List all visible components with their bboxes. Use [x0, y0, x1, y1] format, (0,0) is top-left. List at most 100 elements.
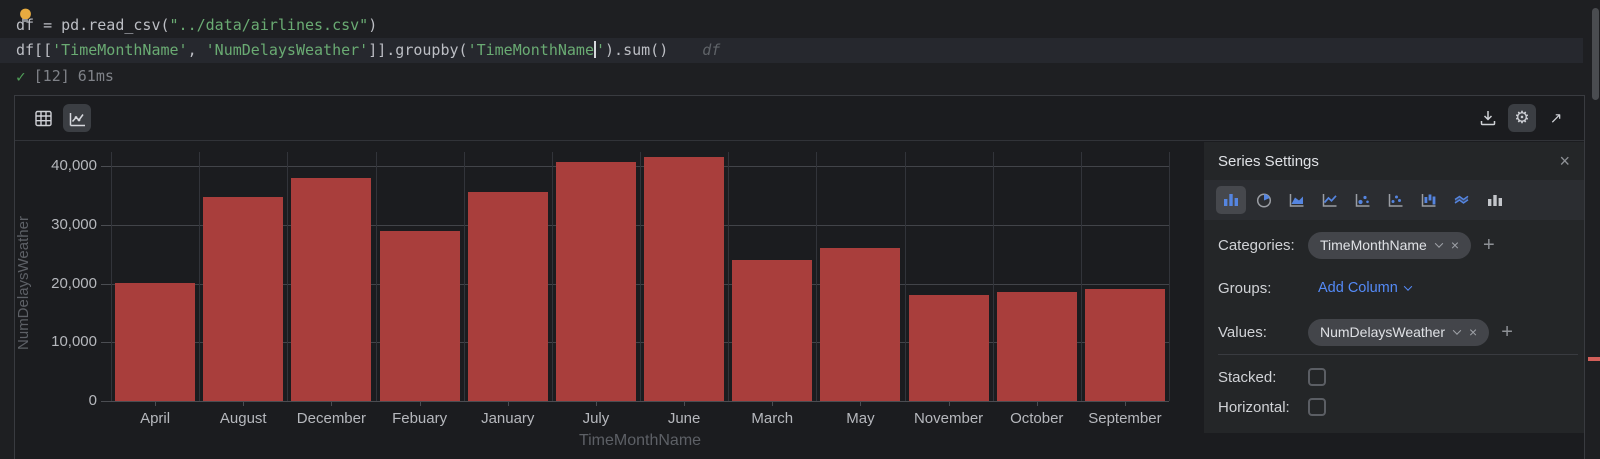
table-view-button[interactable] — [29, 104, 57, 132]
close-icon[interactable]: × — [1559, 152, 1570, 170]
cell-output-panel: ⚙ ↗ NumDelaysWeather 010,00020,00030,000… — [14, 95, 1585, 459]
x-tick-mark — [1125, 401, 1126, 406]
code-text: ).sum() — [605, 41, 668, 59]
values-label: Values: — [1218, 324, 1308, 341]
chart-type-area-button[interactable] — [1282, 186, 1312, 214]
code-text: , — [188, 41, 206, 59]
download-icon — [1479, 109, 1497, 127]
chart-type-scatter-button[interactable] — [1381, 186, 1411, 214]
gridline — [1169, 152, 1170, 401]
horizontal-label: Horizontal: — [1218, 399, 1308, 416]
chart-type-pie-button[interactable] — [1249, 186, 1279, 214]
chart-type-candlestick-button[interactable] — [1414, 186, 1444, 214]
area-icon — [1287, 191, 1307, 209]
chart-settings-button[interactable]: ⚙ — [1508, 104, 1536, 132]
gridline — [552, 152, 553, 401]
values-chip-value: NumDelaysWeather — [1320, 324, 1445, 340]
bar-October[interactable] — [997, 292, 1077, 401]
stacked-row: Stacked: — [1218, 364, 1574, 390]
code-line-1[interactable]: df = pd.read_csv("../data/airlines.csv") — [0, 13, 377, 38]
chevron-down-icon[interactable] — [1435, 239, 1443, 247]
remove-icon[interactable]: × — [1469, 324, 1477, 340]
groups-label: Groups: — [1218, 280, 1308, 297]
chevron-down-icon[interactable] — [1453, 326, 1461, 334]
execution-status: ✓ [12] 61ms — [16, 64, 114, 88]
bar-chart: NumDelaysWeather 010,00020,00030,00040,0… — [15, 142, 1205, 459]
code-text: df[[ — [16, 41, 52, 59]
groups-row: Groups: Add Column — [1218, 273, 1574, 303]
x-axis-title: TimeMonthName — [111, 432, 1169, 450]
code-text: df = pd.read_csv( — [16, 16, 170, 34]
x-tick-mark — [420, 401, 421, 406]
add-column-label: Add Column — [1318, 280, 1398, 296]
x-tick-mark — [596, 401, 597, 406]
error-stripe-mark[interactable] — [1588, 357, 1600, 361]
gridline — [905, 152, 906, 401]
code-line-2-current[interactable]: df[['TimeMonthName', 'NumDelaysWeather']… — [0, 38, 1583, 63]
output-toolbar: ⚙ ↗ — [15, 96, 1584, 141]
y-tick-label: 30,000 — [15, 216, 97, 233]
bar-June[interactable] — [644, 157, 724, 401]
horizontal-checkbox[interactable] — [1308, 398, 1326, 416]
editor-scrollbar-thumb[interactable] — [1592, 8, 1599, 100]
string-literal: "../data/airlines.csv" — [170, 16, 369, 34]
bar-December[interactable] — [291, 178, 371, 401]
x-tick-mark — [508, 401, 509, 406]
export-download-button[interactable] — [1474, 104, 1502, 132]
y-tick-label: 10,000 — [15, 333, 97, 350]
bar-November[interactable] — [909, 295, 989, 401]
bar-August[interactable] — [203, 197, 283, 401]
x-tick-mark — [949, 401, 950, 406]
bar-Febuary[interactable] — [380, 231, 460, 401]
values-chip[interactable]: NumDelaysWeather × — [1308, 319, 1489, 346]
categories-chip[interactable]: TimeMonthName × — [1308, 232, 1471, 259]
bar-January[interactable] — [468, 192, 548, 401]
chart-type-range-area-button[interactable] — [1447, 186, 1477, 214]
chart-type-line-button[interactable] — [1315, 186, 1345, 214]
bar-icon — [1221, 191, 1241, 209]
bubble-icon — [1353, 191, 1373, 209]
lightbulb-icon[interactable] — [19, 8, 32, 23]
bar-April[interactable] — [115, 283, 195, 401]
bar-July[interactable] — [556, 162, 636, 401]
y-tick-mark — [101, 284, 111, 285]
y-tick-mark — [101, 401, 111, 402]
add-column-link[interactable]: Add Column — [1318, 280, 1411, 296]
chart-view-button[interactable] — [63, 104, 91, 132]
pie-icon — [1254, 191, 1274, 209]
string-literal: 'NumDelaysWeather' — [206, 41, 369, 59]
plot-area — [111, 166, 1169, 401]
stacked-checkbox[interactable] — [1308, 368, 1326, 386]
chart-type-bar-button[interactable] — [1216, 186, 1246, 214]
gear-icon: ⚙ — [1514, 108, 1529, 128]
add-value-button[interactable]: + — [1501, 321, 1513, 344]
series-settings-title: Series Settings — [1218, 153, 1559, 170]
series-settings-header: Series Settings × — [1204, 142, 1584, 180]
execution-duration: 61ms — [78, 67, 114, 85]
line-chart-icon — [68, 109, 87, 128]
y-tick-label: 0 — [15, 392, 97, 409]
add-category-button[interactable]: + — [1483, 234, 1495, 257]
gridline — [287, 152, 288, 401]
gridline — [640, 152, 641, 401]
x-tick-mark — [243, 401, 244, 406]
gridline — [111, 152, 112, 401]
y-tick-mark — [101, 342, 111, 343]
remove-icon[interactable]: × — [1451, 237, 1459, 253]
open-in-new-window-button[interactable]: ↗ — [1542, 104, 1570, 132]
scatter-icon — [1386, 191, 1406, 209]
chart-type-bubble-button[interactable] — [1348, 186, 1378, 214]
chart-type-column-button[interactable] — [1480, 186, 1510, 214]
categories-row: Categories: TimeMonthName × + — [1218, 230, 1574, 260]
line-icon — [1320, 191, 1340, 209]
categories-chip-value: TimeMonthName — [1320, 237, 1427, 253]
arrow-up-right-icon: ↗ — [1550, 109, 1563, 127]
candlestick-icon — [1419, 191, 1439, 209]
bar-May[interactable] — [820, 248, 900, 401]
code-text: ) — [368, 16, 377, 34]
bar-March[interactable] — [732, 260, 812, 401]
x-tick-label: September — [1060, 410, 1190, 427]
x-tick-mark — [1037, 401, 1038, 406]
values-row: Values: NumDelaysWeather × + — [1218, 317, 1574, 347]
bar-September[interactable] — [1085, 289, 1165, 401]
